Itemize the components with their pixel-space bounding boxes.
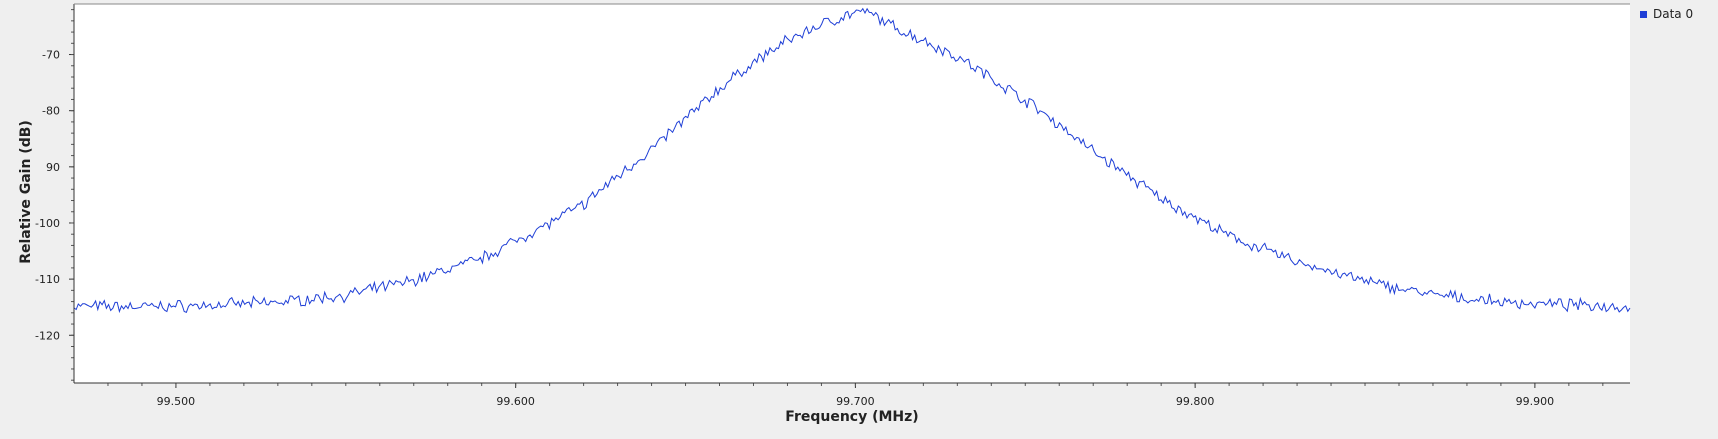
y-tick-label: 90 [46,161,60,174]
series-layer [73,7,1631,314]
x-tick-label: 99.800 [1176,395,1215,408]
y-tick-label: -100 [35,217,60,230]
y-tick-label: -120 [35,329,60,342]
y-tick-label: -80 [42,105,60,118]
ticks-layer: 99.500 99.600 99.700 99.800 99.900 -70 -80 90 -1… [35,9,1604,408]
x-tick-label: 99.700 [836,395,875,408]
x-tick-label: 99.500 [157,395,196,408]
legend-swatch [1640,10,1647,18]
x-axis-title: Frequency (MHz) [785,409,918,425]
x-tick-label: 99.600 [496,395,535,408]
plot-area [74,4,1630,383]
legend[interactable]: Data 0 [1640,7,1693,21]
x-tick-label: 99.900 [1516,395,1555,408]
y-tick-label: -70 [42,49,60,62]
y-axis-title: Relative Gain (dB) [18,120,34,264]
series-line-data-0 [73,7,1631,314]
legend-label: Data 0 [1653,7,1694,21]
y-tick-label: -110 [35,273,60,286]
